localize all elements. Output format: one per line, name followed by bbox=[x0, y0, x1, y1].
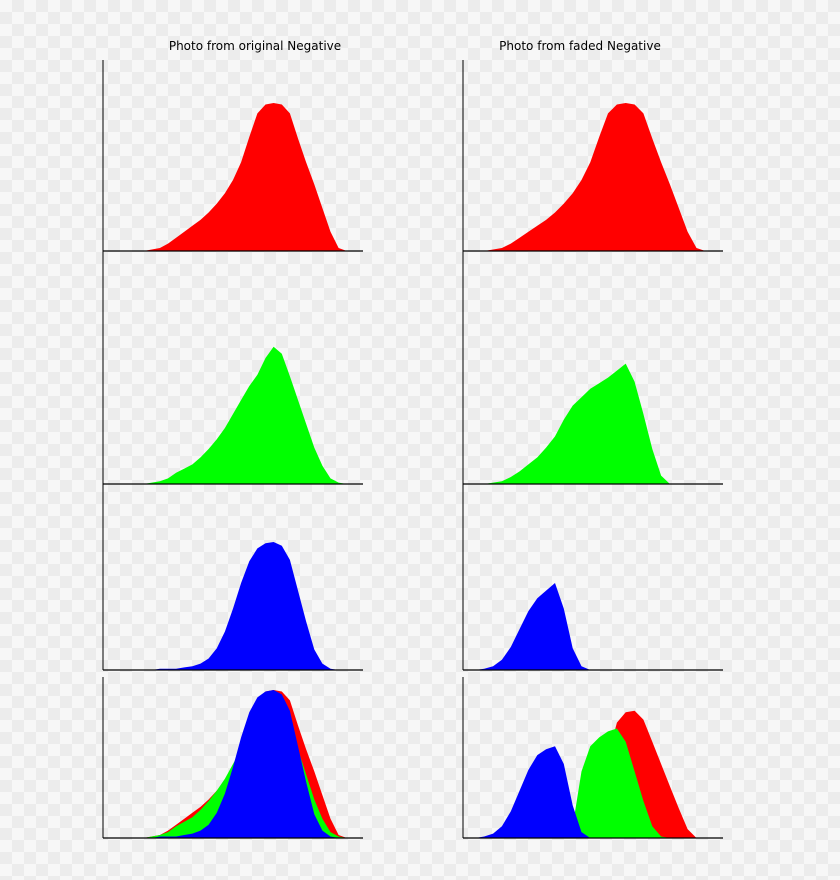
panel-original-green bbox=[102, 251, 363, 485]
histogram-area-red bbox=[440, 710, 723, 838]
histogram-area-green bbox=[103, 346, 363, 484]
panel-original-red bbox=[102, 60, 363, 252]
histogram-area-blue bbox=[440, 746, 723, 838]
panel-original-combined bbox=[102, 677, 363, 839]
histogram-area-green bbox=[440, 728, 723, 838]
panel-faded-blue bbox=[440, 484, 723, 671]
column-title-faded: Photo from faded Negative bbox=[499, 39, 661, 53]
panel-original-blue bbox=[102, 484, 363, 671]
histogram-area-blue bbox=[103, 542, 363, 670]
panel-faded-combined bbox=[440, 677, 723, 839]
panel-faded-green bbox=[440, 251, 723, 485]
histogram-area-blue bbox=[103, 690, 363, 838]
histogram-area-red bbox=[440, 103, 723, 251]
histogram-area-blue bbox=[440, 583, 723, 670]
histogram-panels bbox=[102, 60, 723, 839]
histogram-area-red bbox=[103, 103, 363, 251]
histogram-area-green bbox=[440, 363, 723, 484]
column-title-original: Photo from original Negative bbox=[169, 39, 341, 53]
panel-faded-red bbox=[440, 60, 723, 252]
